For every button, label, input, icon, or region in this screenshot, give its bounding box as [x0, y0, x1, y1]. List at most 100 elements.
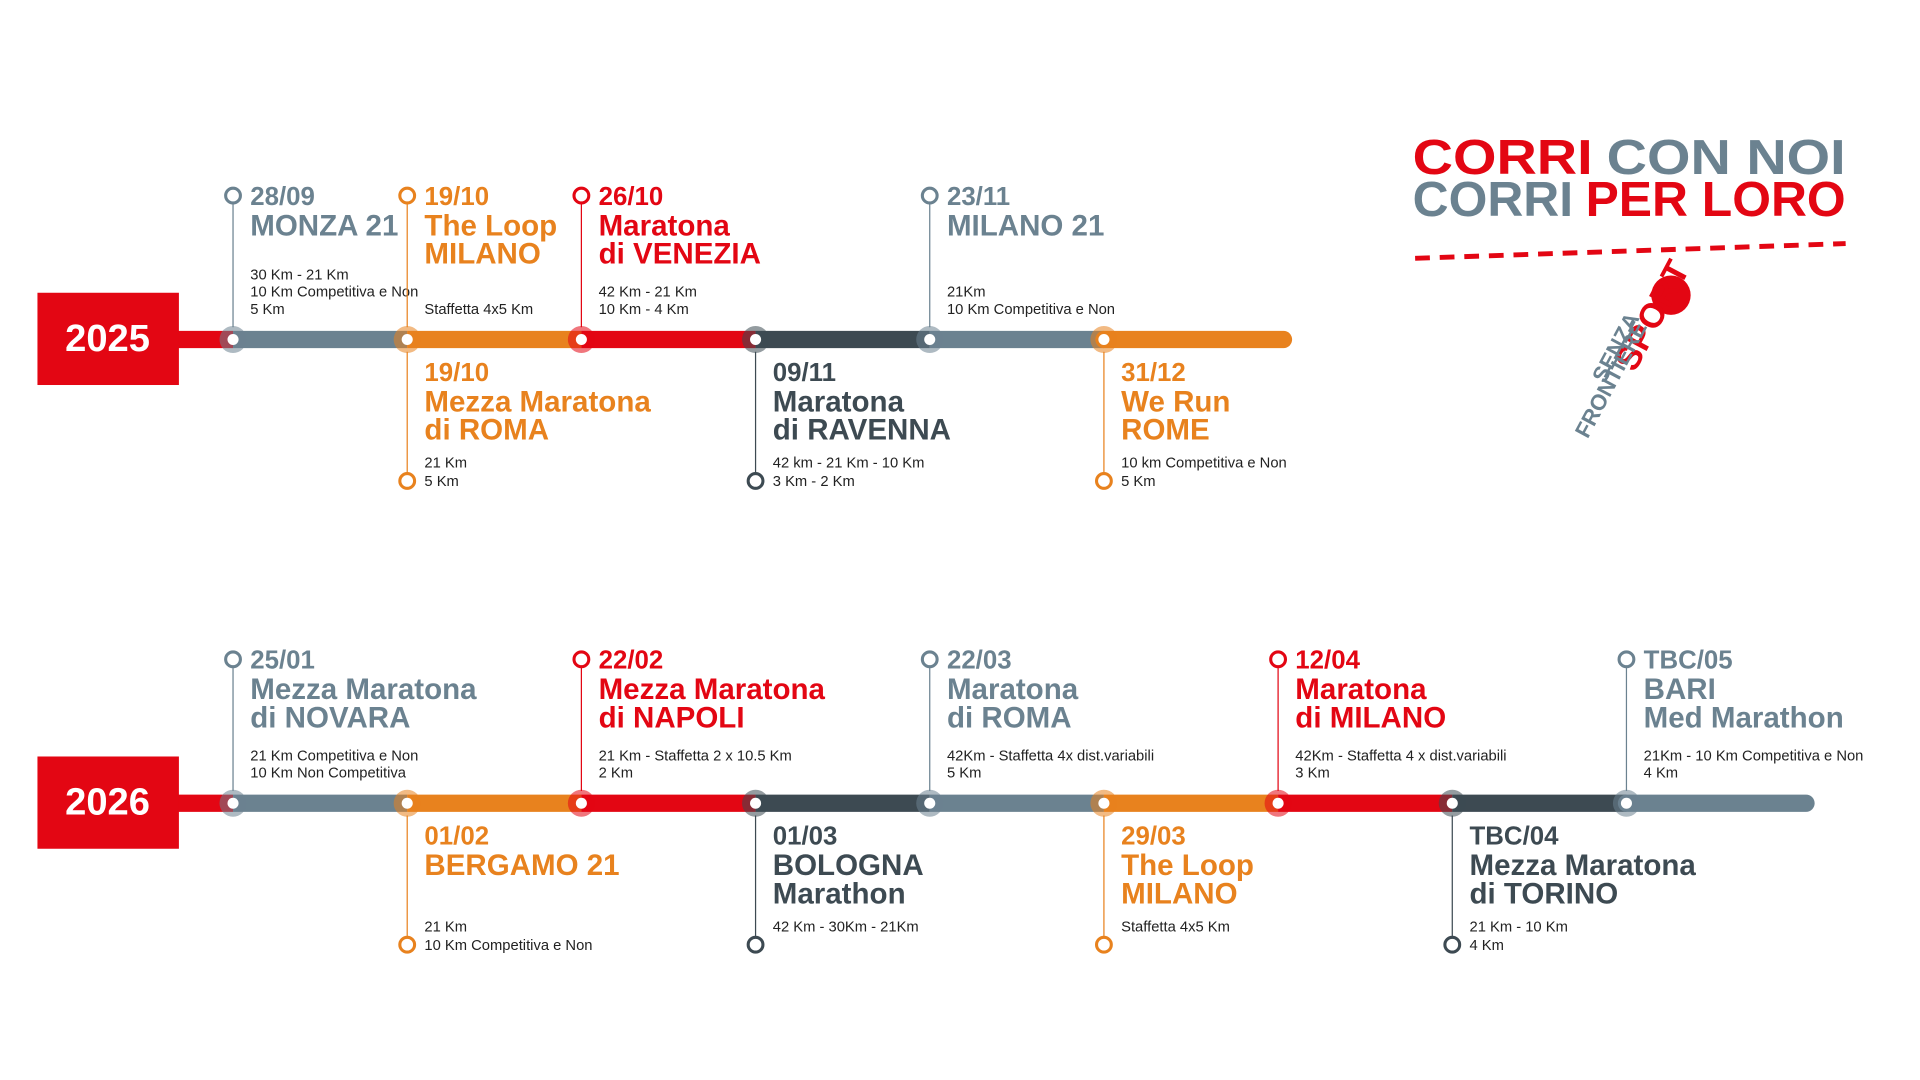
event-date: 01/02: [424, 823, 489, 851]
event-date: 09/11: [773, 359, 836, 387]
event-name: MILANO: [1121, 877, 1237, 910]
event-name: di TORINO: [1469, 877, 1618, 910]
event-name: MONZA 21: [250, 209, 398, 242]
event-name: di ROMA: [947, 701, 1072, 734]
header-line: CORRI CON NOI: [1413, 130, 1846, 185]
event-detail: 30 Km - 21 Km: [250, 267, 348, 283]
event-name: di RAVENNA: [773, 414, 951, 447]
event-pin: [1617, 650, 1636, 669]
event-pin: [398, 935, 417, 954]
event-name: Med Marathon: [1644, 701, 1844, 734]
event-name: di NAPOLI: [599, 701, 745, 734]
event-pin: [1095, 935, 1113, 954]
event-detail: 3 Km: [1295, 766, 1329, 782]
event-name: di VENEZIA: [599, 238, 761, 271]
event-date: 19/10: [424, 359, 489, 387]
node: [1446, 797, 1458, 809]
event-name: MILANO: [424, 238, 540, 271]
event-date: 19/10: [424, 183, 489, 211]
event-detail: 42 km - 21 Km - 10 Km: [773, 456, 925, 472]
node: [1098, 797, 1110, 809]
event-name: BOLOGNA: [773, 849, 924, 882]
event-detail: 3 Km - 2 Km: [773, 474, 855, 490]
event-detail: 10 Km Competitiva e Non: [947, 302, 1115, 318]
event-date: 26/10: [599, 183, 664, 211]
event-pin: [1443, 935, 1462, 954]
event-detail: 5 Km: [424, 474, 458, 490]
event-date: 23/11: [947, 183, 1010, 211]
event-date: 22/02: [599, 647, 664, 675]
node: [575, 797, 587, 809]
event-detail: 4 Km: [1469, 938, 1503, 954]
event-detail: 10 Km Competitiva e Non: [250, 285, 418, 301]
event-date: 22/03: [947, 647, 1012, 675]
event-pin: [1269, 650, 1288, 669]
event-detail: 10 Km - 4 Km: [599, 302, 689, 318]
event-pin: [224, 186, 242, 205]
event-detail: 21Km - 10 Km Competitiva e Non: [1644, 748, 1864, 764]
event-detail: 21 Km - Staffetta 2 x 10.5 Km: [599, 748, 792, 764]
node: [227, 333, 239, 346]
event-pin: [224, 650, 242, 669]
event-name: di ROMA: [424, 414, 549, 447]
event-name: Mezza Maratona: [599, 673, 826, 706]
event-date: TBC/04: [1469, 823, 1559, 851]
year-label: 2025: [65, 317, 150, 360]
event-detail: 21 Km - 10 Km: [1469, 919, 1567, 935]
event-name: Mezza Maratona: [1469, 849, 1696, 882]
event-pin: [1095, 472, 1113, 490]
header-line: CORRI PER LORO: [1413, 172, 1846, 227]
event-detail: 42 Km - 30Km - 21Km: [773, 919, 919, 935]
event-name: di NOVARA: [250, 701, 410, 734]
node: [401, 797, 413, 809]
event-date: 25/01: [250, 647, 315, 675]
header-word: CORRI: [1413, 172, 1573, 227]
event-pin: [920, 186, 939, 205]
year-box: [37, 756, 179, 849]
header-word: CON NOI: [1607, 130, 1846, 185]
event-pin: [746, 935, 765, 954]
event-date: TBC/05: [1644, 647, 1733, 675]
event-detail: 5 Km: [1121, 474, 1155, 490]
event-detail: Staffetta 4x5 Km: [1121, 919, 1230, 935]
node: [924, 333, 936, 346]
node: [750, 797, 762, 809]
node: [401, 333, 413, 346]
event-date: 28/09: [250, 183, 315, 211]
event-detail: 4 Km: [1644, 766, 1678, 782]
event-detail: 42Km - Staffetta 4 x dist.variabili: [1295, 748, 1506, 764]
node: [1272, 797, 1284, 809]
event-detail: 10 Km Non Competitiva: [250, 766, 407, 782]
event-date: 12/04: [1295, 647, 1360, 675]
node: [227, 797, 239, 809]
event-detail: 2 Km: [599, 766, 633, 782]
event-pin: [398, 472, 417, 490]
event-detail: 5 Km: [250, 302, 284, 318]
node: [924, 797, 936, 809]
event-detail: 21 Km: [424, 456, 467, 472]
year-label: 2026: [65, 781, 150, 824]
event-detail: 21Km: [947, 285, 986, 301]
header-word: PER LORO: [1586, 172, 1846, 227]
logo-dot: [1651, 275, 1691, 315]
dashed-rule: [1415, 241, 1846, 261]
node: [1620, 797, 1632, 809]
event-date: 31/12: [1121, 359, 1186, 387]
event-name: The Loop: [424, 209, 557, 242]
event-pin: [572, 650, 591, 669]
event-name: Maratona: [773, 385, 905, 418]
event-pin: [572, 186, 591, 205]
event-date: 01/03: [773, 823, 838, 851]
event-pin: [920, 650, 939, 669]
event-pin: [398, 186, 417, 205]
event-pin: [746, 472, 765, 490]
event-detail: Staffetta 4x5 Km: [424, 302, 533, 318]
header-word: CORRI: [1413, 130, 1593, 185]
event-detail: 5 Km: [947, 766, 981, 782]
event-detail: 42 Km - 21 Km: [599, 285, 697, 301]
event-name: Maratona: [1295, 673, 1427, 706]
event-name: Mezza Maratona: [424, 385, 651, 418]
event-detail: 21 Km Competitiva e Non: [250, 748, 418, 764]
event-name: MILANO 21: [947, 209, 1104, 242]
